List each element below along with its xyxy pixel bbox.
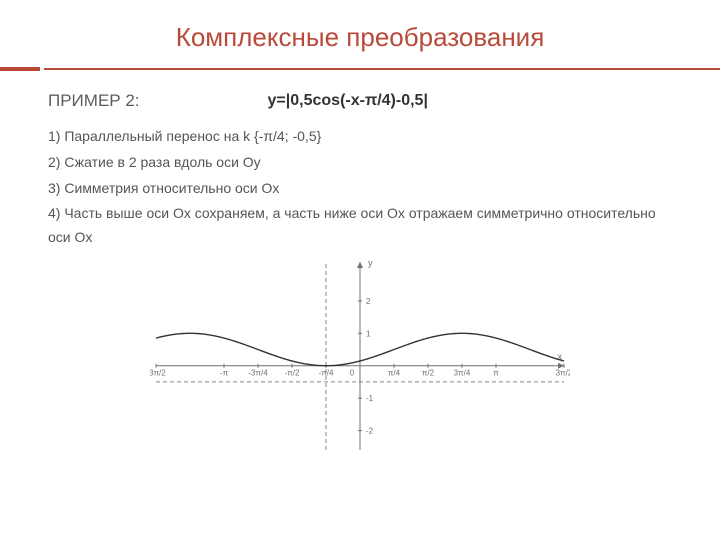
svg-text:π: π [493,369,499,378]
formula: y=|0,5cos(-x-π/4)-0,5| [268,92,428,110]
svg-text:π/4: π/4 [388,369,401,378]
svg-text:-π/2: -π/2 [285,369,300,378]
svg-text:-1: -1 [366,394,374,403]
steps-list: 1) Параллельный перенос на k {-π/4; -0,5… [0,125,720,250]
accent-bar [0,67,720,71]
svg-text:-2: -2 [366,427,374,436]
svg-text:-3π/2: -3π/2 [150,369,166,378]
svg-text:π/2: π/2 [422,369,435,378]
function-chart: -3π/2 -π -3π/4 -π/2 -π/4 π/4 π/2 3π/4 π 3π/2 1 2 -1 -… [150,256,570,456]
step-2: 2) Сжатие в 2 раза вдоль оси Oy [48,151,672,175]
step-3: 3) Симметрия относительно оси Ox [48,177,672,201]
svg-text:2: 2 [366,297,371,306]
example-label: ПРИМЕР 2: [48,91,140,111]
step-1: 1) Параллельный перенос на k {-π/4; -0,5… [48,125,672,149]
slide-title: Комплексные преобразования [0,22,720,53]
svg-text:0: 0 [350,369,355,378]
intro-row: ПРИМЕР 2: y=|0,5cos(-x-π/4)-0,5| [0,91,720,123]
chart-container: -3π/2 -π -3π/4 -π/2 -π/4 π/4 π/2 3π/4 π 3π/2 1 2 -1 -… [0,256,720,456]
svg-text:3π/2: 3π/2 [556,369,570,378]
svg-text:-π/4: -π/4 [319,369,334,378]
svg-text:-π: -π [220,369,229,378]
step-4: 4) Часть выше оси Ox сохраняем, а часть … [48,202,672,250]
svg-text:-3π/4: -3π/4 [248,369,268,378]
svg-text:3π/4: 3π/4 [454,369,471,378]
svg-text:y: y [368,258,373,268]
svg-text:1: 1 [366,329,371,338]
